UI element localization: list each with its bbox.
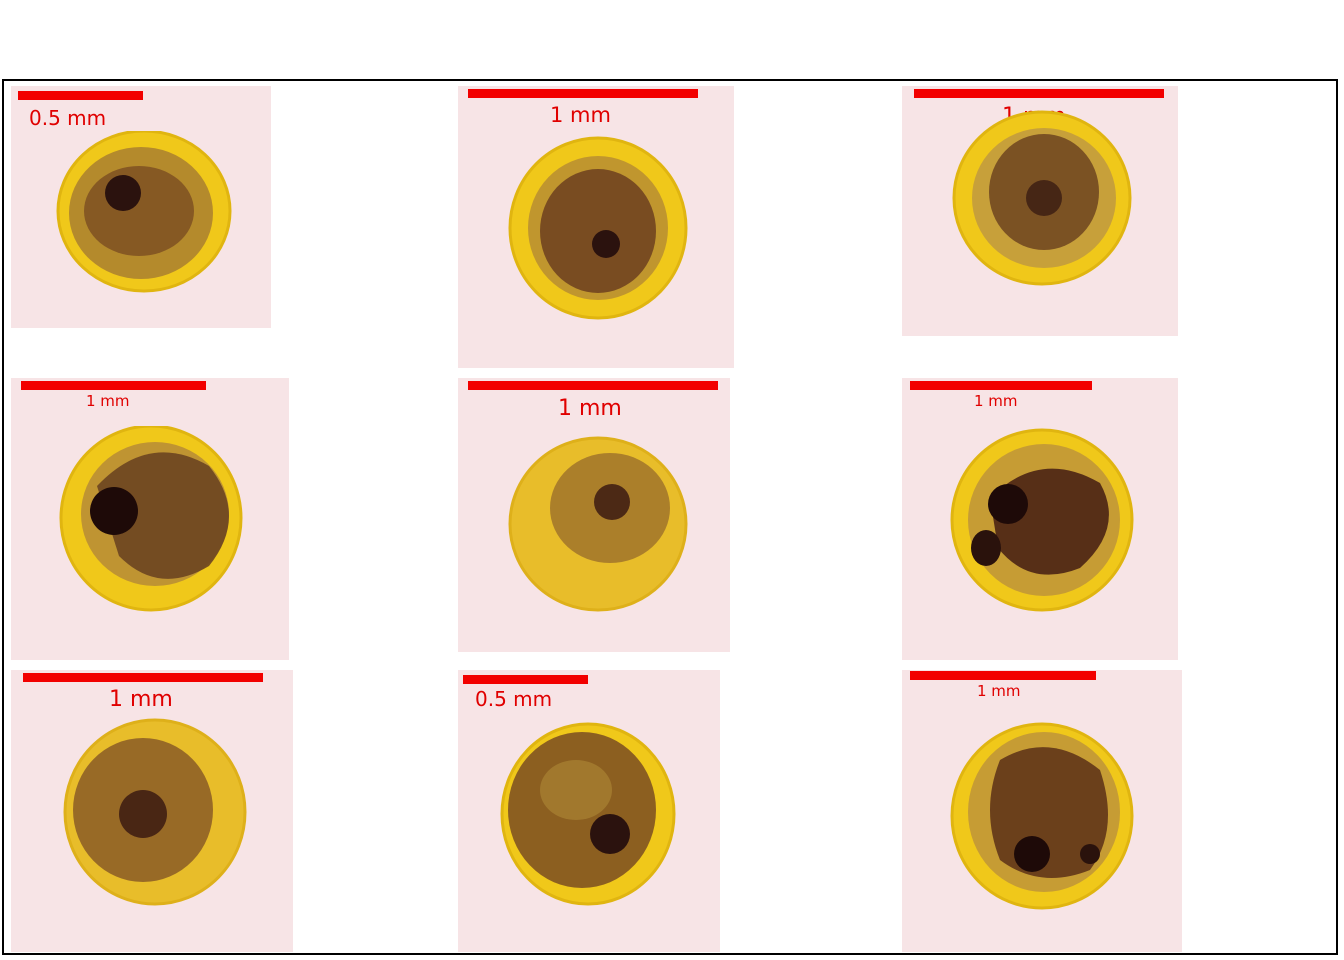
scale-label: 1 mm (550, 103, 611, 127)
scale-bar (463, 675, 588, 684)
scale-bar (21, 381, 206, 390)
scale-label: 0.5 mm (29, 106, 107, 130)
egg-image (950, 722, 1134, 910)
scale-label: 1 mm (109, 687, 173, 712)
egg-panel-5: 1 mm (458, 378, 730, 652)
scale-bar (468, 381, 718, 390)
egg-image (500, 722, 676, 906)
egg-image (56, 131, 232, 293)
scale-label: 1 mm (977, 682, 1021, 700)
egg-image (508, 136, 688, 320)
scale-label: 1 mm (86, 392, 130, 410)
scale-bar (910, 671, 1096, 680)
egg-panel-8: 0.5 mm (458, 670, 720, 952)
egg-panel-6: 1 mm (902, 378, 1178, 660)
scale-bar (18, 91, 143, 100)
egg-panel-7: 1 mm (11, 670, 293, 952)
egg-panel-1: 0.5 mm (11, 86, 271, 328)
egg-image (950, 428, 1134, 612)
egg-panel-9: 1 mm (902, 670, 1182, 952)
scale-label: 1 mm (558, 396, 622, 421)
scale-bar (910, 381, 1092, 390)
egg-panel-4: 1 mm (11, 378, 289, 660)
egg-panel-3: 1 mm (902, 86, 1178, 336)
scale-label: 0.5 mm (475, 687, 553, 711)
egg-image (508, 436, 688, 612)
egg-image (952, 110, 1132, 286)
scale-bar (468, 89, 698, 98)
scale-bar (914, 89, 1164, 98)
egg-image (63, 718, 247, 906)
egg-image (59, 426, 243, 612)
figure-frame: 0.5 mm 1 mm 1 mm 1 mm (2, 79, 1338, 955)
scale-label: 1 mm (974, 392, 1018, 410)
egg-panel-2: 1 mm (458, 86, 734, 368)
scale-bar (23, 673, 263, 682)
